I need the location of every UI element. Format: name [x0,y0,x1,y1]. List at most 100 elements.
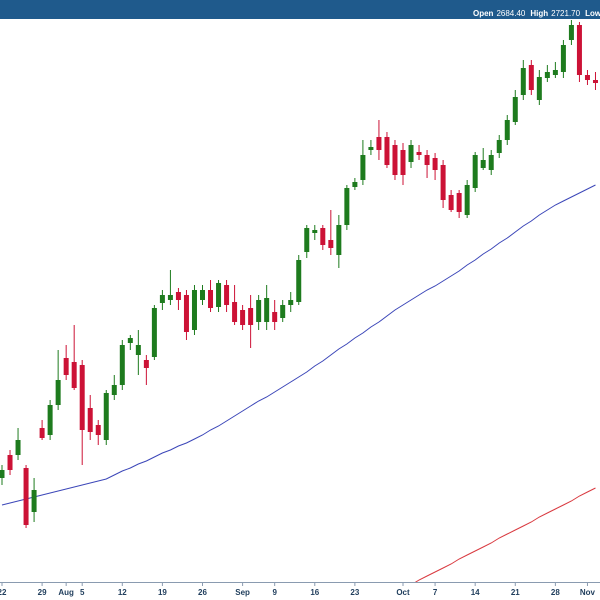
candle-body [7,455,13,470]
candle-body [87,408,93,432]
candle-body [256,300,262,322]
candle-body [504,120,510,140]
candle-body [127,338,133,343]
x-tick-label: 21 [511,588,520,597]
x-tick-label: 9 [272,588,277,597]
candle-body [344,188,350,225]
candle-body [304,228,310,252]
candle-body [296,260,302,302]
candle-body [63,358,69,375]
candle-body [336,225,342,255]
x-tick-label: Aug [58,588,74,597]
candle-body [95,425,101,435]
candle-body [224,285,230,305]
quote-value: 2684.40 [496,9,525,18]
candle-body [119,345,125,385]
x-tick-label: 7 [433,588,438,597]
candle-body [376,137,382,150]
candle-body [560,45,566,72]
candle-body [456,193,462,212]
candle-body [592,80,598,83]
candle-body [103,393,109,440]
candle-body [488,155,494,170]
candle-body [464,185,470,215]
candle-body [312,230,318,233]
candle-body [39,428,45,438]
candle-body [0,470,5,478]
x-tick-label: 12 [118,588,127,597]
candle-body [384,137,390,165]
candle-body [264,298,270,322]
candle-body [352,182,358,187]
candle-body [175,292,181,300]
candle-body [360,155,366,180]
candle-body [536,77,542,100]
candle-body [432,158,438,170]
candle-body [552,70,558,75]
candle-body [272,312,278,322]
candle-body [232,302,238,322]
candle-body [71,362,77,388]
x-tick-label: 14 [471,588,480,597]
moving-average-line [1,184,596,506]
candle-body [79,365,85,430]
quote-label: High [530,9,548,18]
candle-body [576,25,582,75]
plot-area [0,20,598,582]
x-tick-label: 16 [310,588,319,597]
candle-body [368,147,374,150]
candle-body [416,152,422,155]
candle-body [288,300,294,305]
candle-body [248,308,254,325]
candle-body [159,295,165,303]
candle-body [424,155,430,165]
candle-body [408,145,414,162]
x-tick-label: 26 [198,588,207,597]
candle-body [208,290,214,308]
candle-body [480,160,486,168]
quote-label: Low [585,9,600,18]
x-tick-label: 19 [158,588,167,597]
candle-body [448,195,454,210]
candle-body [200,290,205,300]
candle-body [23,468,29,525]
candle-body [143,360,149,368]
moving-average-line [414,487,596,582]
candle-body [183,295,189,332]
candle-body [55,380,61,405]
x-tick-label: 28 [551,588,560,597]
candle-body [544,72,550,78]
candle-body [280,305,286,318]
quote-label: Open [473,9,494,18]
candle-body [512,97,518,122]
x-tick-label: Nov [580,588,596,597]
candle-body [440,165,446,200]
x-tick-label: 5 [80,588,85,597]
candle-body [135,345,141,355]
candle-body [47,405,53,435]
candle-body [400,150,406,175]
candle-body [320,228,326,245]
candle-body [520,68,526,95]
candle-body [496,140,502,153]
x-tick-label: Sep [235,588,250,597]
x-tick-label: 22 [0,588,7,597]
x-tick-label: Oct [396,588,410,597]
candle-body [392,145,398,175]
candle-body [111,385,117,395]
x-tick-label: 23 [350,588,359,597]
candle-body [151,308,157,357]
candle-body [240,310,246,325]
quote-value: 2721.70 [551,9,580,18]
candle-body [216,283,222,307]
candle-body [167,295,173,300]
candle-body [31,490,37,512]
candle-body [191,290,197,330]
candle-body [328,240,334,248]
candle-body [568,25,574,40]
x-tick-label: 29 [38,588,47,597]
candle-body [528,65,534,90]
header-bar [0,0,600,19]
